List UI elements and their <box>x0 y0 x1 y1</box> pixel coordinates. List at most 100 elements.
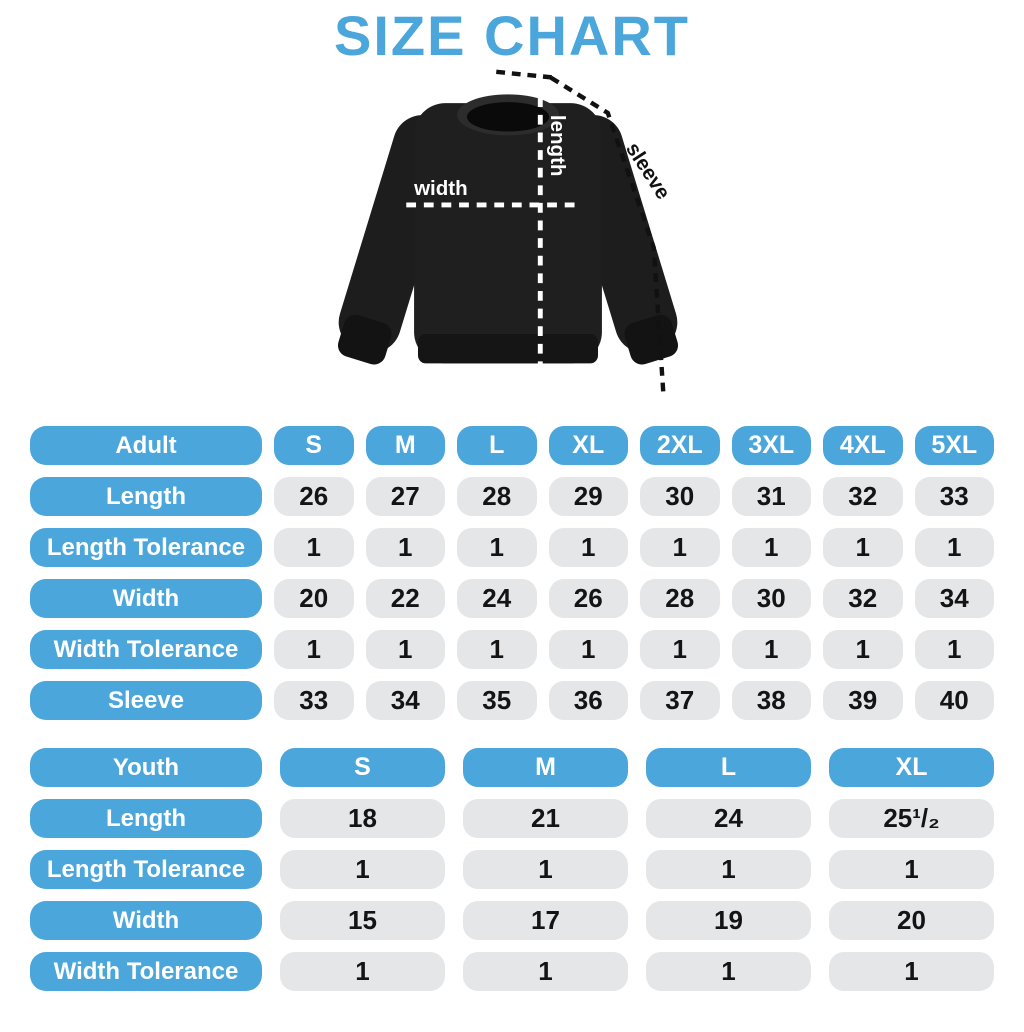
sweatshirt-illustration: width length sleeve <box>337 69 679 397</box>
value-cell: 27 <box>365 477 445 516</box>
shoulder-marker-line <box>496 69 556 80</box>
value-cell: 1 <box>548 528 628 567</box>
value-cell: 39 <box>823 681 903 720</box>
value-cell: 18 <box>280 799 445 838</box>
value-cell: 1 <box>365 528 445 567</box>
value-cell: 1 <box>548 630 628 669</box>
adult-sleeve-row: Sleeve 33 34 35 36 37 38 39 40 <box>30 681 994 720</box>
row-label: Length Tolerance <box>30 850 262 889</box>
value-cell: 1 <box>829 850 994 889</box>
youth-column-header-xl: XL <box>829 748 994 787</box>
value-cell: 24 <box>457 579 537 618</box>
value-cell: 1 <box>463 850 628 889</box>
youth-size-table: Youth S M L XL Length 18 21 24 25¹/₂ Len… <box>30 748 994 991</box>
page-title: SIZE CHART <box>334 4 690 67</box>
value-cell: 1 <box>829 952 994 991</box>
value-cell: 1 <box>646 850 811 889</box>
youth-column-header-s: S <box>280 748 445 787</box>
value-cell: 1 <box>457 528 537 567</box>
adult-table-title: Adult <box>30 426 262 465</box>
row-label: Length Tolerance <box>30 528 262 567</box>
length-measure-label: length <box>546 115 569 177</box>
value-cell: 19 <box>646 901 811 940</box>
value-cell: 1 <box>823 528 903 567</box>
value-cell: 1 <box>365 630 445 669</box>
value-cell: 34 <box>914 579 994 618</box>
value-cell: 20 <box>829 901 994 940</box>
adult-length-tolerance-row: Length Tolerance 1 1 1 1 1 1 1 1 <box>30 528 994 567</box>
width-measure-label: width <box>413 177 468 200</box>
row-label: Width <box>30 901 262 940</box>
adult-column-header-s: S <box>274 426 354 465</box>
value-cell: 1 <box>914 528 994 567</box>
row-label: Width <box>30 579 262 618</box>
adult-length-row: Length 26 27 28 29 30 31 32 33 <box>30 477 994 516</box>
value-cell: 1 <box>646 952 811 991</box>
row-label: Sleeve <box>30 681 262 720</box>
youth-length-row: Length 18 21 24 25¹/₂ <box>30 799 994 838</box>
value-cell: 26 <box>274 477 354 516</box>
row-label: Length <box>30 799 262 838</box>
adult-size-table: Adult S M L XL 2XL 3XL 4XL 5XL Length 26… <box>30 426 994 720</box>
value-cell: 1 <box>280 850 445 889</box>
value-cell: 35 <box>457 681 537 720</box>
value-cell: 15 <box>280 901 445 940</box>
value-cell: 1 <box>274 630 354 669</box>
value-cell: 21 <box>463 799 628 838</box>
value-cell: 22 <box>365 579 445 618</box>
value-cell: 17 <box>463 901 628 940</box>
value-cell: 30 <box>731 579 811 618</box>
value-cell: 20 <box>274 579 354 618</box>
adult-header-row: Adult S M L XL 2XL 3XL 4XL 5XL <box>30 426 994 465</box>
row-label: Width Tolerance <box>30 952 262 991</box>
value-cell: 38 <box>731 681 811 720</box>
value-cell: 1 <box>731 528 811 567</box>
value-cell: 26 <box>548 579 628 618</box>
adult-column-header-3xl: 3XL <box>731 426 811 465</box>
value-cell: 34 <box>365 681 445 720</box>
youth-width-row: Width 15 17 19 20 <box>30 901 994 940</box>
youth-column-header-m: M <box>463 748 628 787</box>
adult-column-header-5xl: 5XL <box>914 426 994 465</box>
sleeve-measure-line <box>549 75 666 397</box>
youth-width-tolerance-row: Width Tolerance 1 1 1 1 <box>30 952 994 991</box>
value-cell: 1 <box>280 952 445 991</box>
value-cell: 32 <box>823 477 903 516</box>
value-cell: 33 <box>914 477 994 516</box>
value-cell: 1 <box>274 528 354 567</box>
youth-length-tolerance-row: Length Tolerance 1 1 1 1 <box>30 850 994 889</box>
size-tables: Adult S M L XL 2XL 3XL 4XL 5XL Length 26… <box>0 426 1024 991</box>
left-cuff <box>337 314 392 365</box>
collar-opening <box>466 102 550 132</box>
garment-diagram: width length sleeve <box>312 64 712 426</box>
value-cell: 36 <box>548 681 628 720</box>
youth-header-row: Youth S M L XL <box>30 748 994 787</box>
value-cell: 1 <box>640 528 720 567</box>
youth-column-header-l: L <box>646 748 811 787</box>
row-label: Width Tolerance <box>30 630 262 669</box>
value-cell: 33 <box>274 681 354 720</box>
value-cell: 29 <box>548 477 628 516</box>
adult-width-tolerance-row: Width Tolerance 1 1 1 1 1 1 1 1 <box>30 630 994 669</box>
value-cell: 25¹/₂ <box>829 799 994 838</box>
value-cell: 1 <box>914 630 994 669</box>
value-cell: 1 <box>731 630 811 669</box>
value-cell: 30 <box>640 477 720 516</box>
hem-band <box>417 334 599 364</box>
value-cell: 28 <box>640 579 720 618</box>
adult-column-header-4xl: 4XL <box>823 426 903 465</box>
value-cell: 1 <box>463 952 628 991</box>
value-cell: 1 <box>823 630 903 669</box>
value-cell: 40 <box>914 681 994 720</box>
value-cell: 1 <box>457 630 537 669</box>
value-cell: 28 <box>457 477 537 516</box>
row-label: Length <box>30 477 262 516</box>
value-cell: 24 <box>646 799 811 838</box>
value-cell: 1 <box>640 630 720 669</box>
adult-column-header-xl: XL <box>548 426 628 465</box>
value-cell: 37 <box>640 681 720 720</box>
right-cuff <box>624 314 679 365</box>
garment-body <box>414 103 602 364</box>
adult-column-header-l: L <box>457 426 537 465</box>
adult-column-header-2xl: 2XL <box>640 426 720 465</box>
